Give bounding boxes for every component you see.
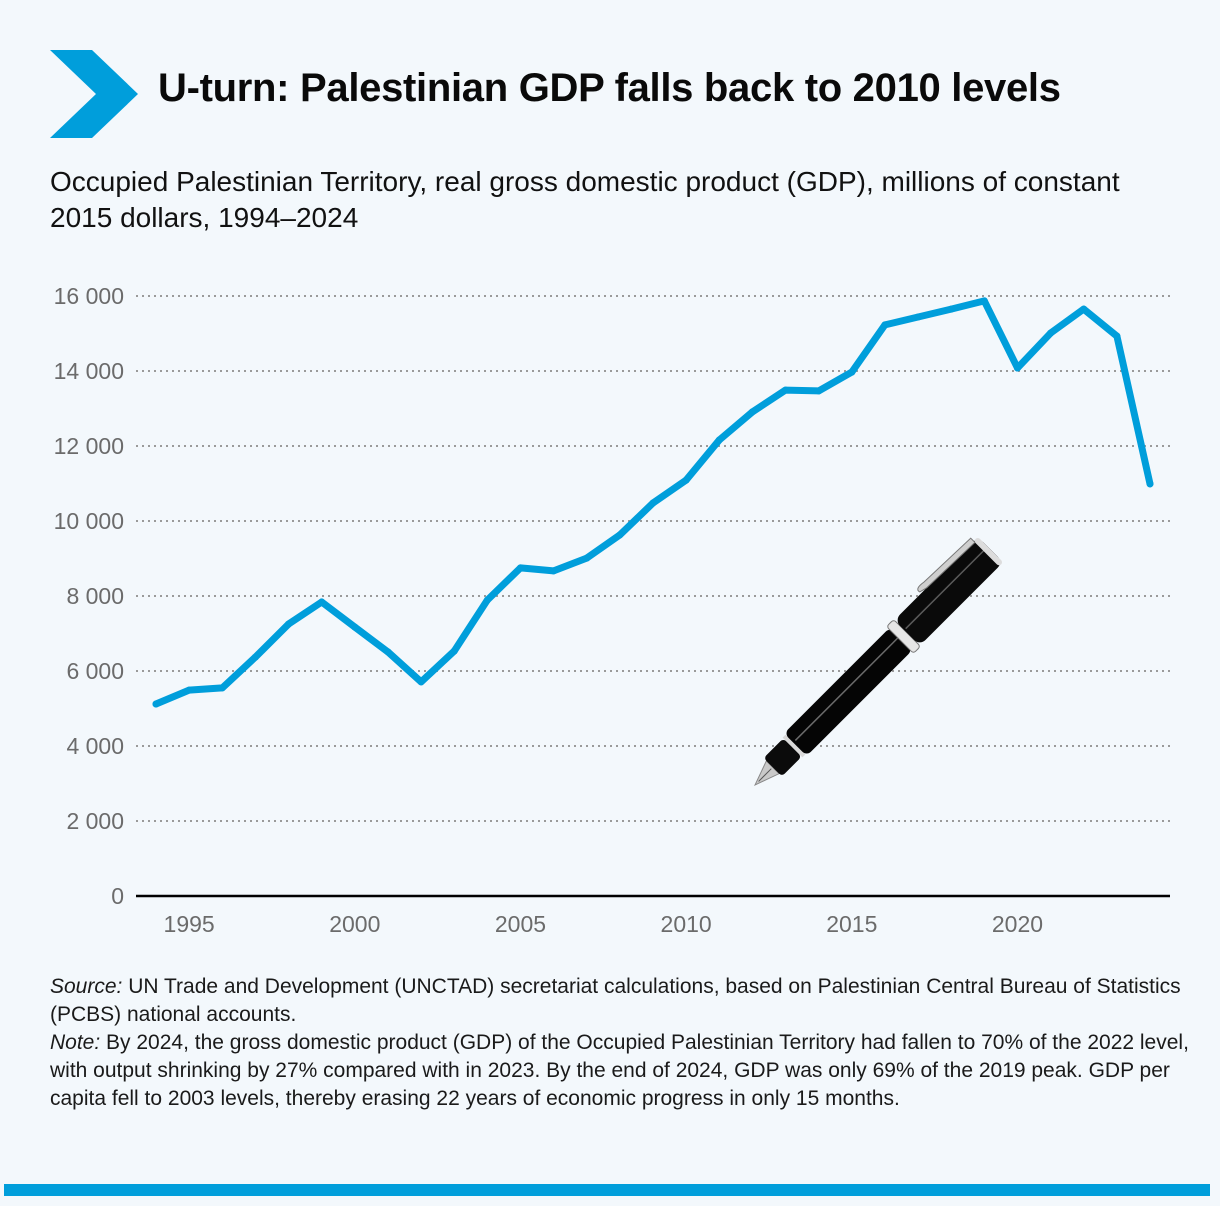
data-point-2013 — [782, 386, 790, 394]
data-point-2019 — [980, 297, 988, 305]
y-tick-label: 10 000 — [54, 508, 124, 534]
header: U-turn: Palestinian GDP falls back to 20… — [50, 50, 1200, 138]
data-point-2001 — [384, 648, 392, 656]
data-point-2018 — [947, 305, 955, 313]
y-tick-label: 0 — [111, 883, 124, 909]
data-point-1995 — [185, 686, 193, 694]
data-point-2022 — [1080, 305, 1088, 313]
data-point-2023 — [1113, 332, 1121, 340]
data-point-2021 — [1047, 329, 1055, 337]
x-tick-label: 2015 — [826, 911, 877, 937]
data-point-2010 — [682, 476, 690, 484]
y-tick-label: 16 000 — [54, 283, 124, 309]
source-label: Source: — [50, 975, 123, 998]
data-point-2024 — [1146, 480, 1154, 488]
chevron-right-icon — [50, 50, 138, 138]
data-point-1999 — [318, 598, 326, 606]
data-point-2015 — [848, 368, 856, 376]
y-tick-label: 2 000 — [66, 808, 124, 834]
chart-subtitle: Occupied Palestinian Territory, real gro… — [50, 166, 1120, 233]
data-point-2005 — [516, 564, 524, 572]
note-label: Note: — [50, 1031, 101, 1054]
data-point-2003 — [450, 647, 458, 655]
data-point-2011 — [715, 436, 723, 444]
y-axis-ticks: 0 2 000 4 000 6 000 8 000 10 000 12 000 14 000 1… — [54, 283, 124, 909]
x-tick-label: 2005 — [495, 911, 546, 937]
y-tick-label: 4 000 — [66, 733, 124, 759]
data-point-2014 — [815, 387, 823, 395]
y-tick-label: 12 000 — [54, 433, 124, 459]
data-point-1998 — [285, 620, 293, 628]
data-point-2009 — [649, 499, 657, 507]
data-point-2016 — [881, 321, 889, 329]
chart-notes: Source: UN Trade and Development (UNCTAD… — [50, 973, 1190, 1113]
y-tick-label: 8 000 — [66, 583, 124, 609]
note: Note: By 2024, the gross domestic produc… — [50, 1029, 1190, 1113]
chart-svg: 0 2 000 4 000 6 000 8 000 10 000 12 000 14 000 1… — [54, 283, 1170, 937]
y-tick-label: 6 000 — [66, 658, 124, 684]
data-point-2004 — [483, 596, 491, 604]
line-chart: 0 2 000 4 000 6 000 8 000 10 000 12 000 14 000 1… — [0, 260, 1220, 960]
data-point-1997 — [251, 653, 259, 661]
x-tick-label: 2010 — [661, 911, 712, 937]
fountain-pen-icon — [753, 537, 1002, 787]
data-point-2006 — [550, 567, 558, 575]
data-point-2017 — [914, 313, 922, 321]
note-text: By 2024, the gross domestic product (GDP… — [50, 1031, 1189, 1110]
data-point-2020 — [1013, 364, 1021, 372]
chart-title: U-turn: Palestinian GDP falls back to 20… — [158, 66, 1061, 110]
data-point-1994 — [152, 700, 160, 708]
data-point-2012 — [748, 408, 756, 416]
data-point-1996 — [218, 684, 226, 692]
x-axis-ticks: 1995 2000 2005 2010 2015 2020 — [164, 911, 1044, 937]
data-points — [152, 297, 1154, 708]
x-tick-label: 2000 — [329, 911, 380, 937]
data-point-2008 — [616, 531, 624, 539]
data-point-2007 — [583, 554, 591, 562]
y-tick-label: 14 000 — [54, 358, 124, 384]
data-point-2002 — [417, 678, 425, 686]
source-note: Source: UN Trade and Development (UNCTAD… — [50, 973, 1190, 1029]
x-tick-label: 2020 — [992, 911, 1043, 937]
source-text: UN Trade and Development (UNCTAD) secret… — [50, 975, 1181, 1026]
footer-accent-bar — [4, 1184, 1210, 1196]
gridlines — [136, 295, 1170, 822]
data-point-2000 — [351, 623, 359, 631]
x-tick-label: 1995 — [164, 911, 215, 937]
